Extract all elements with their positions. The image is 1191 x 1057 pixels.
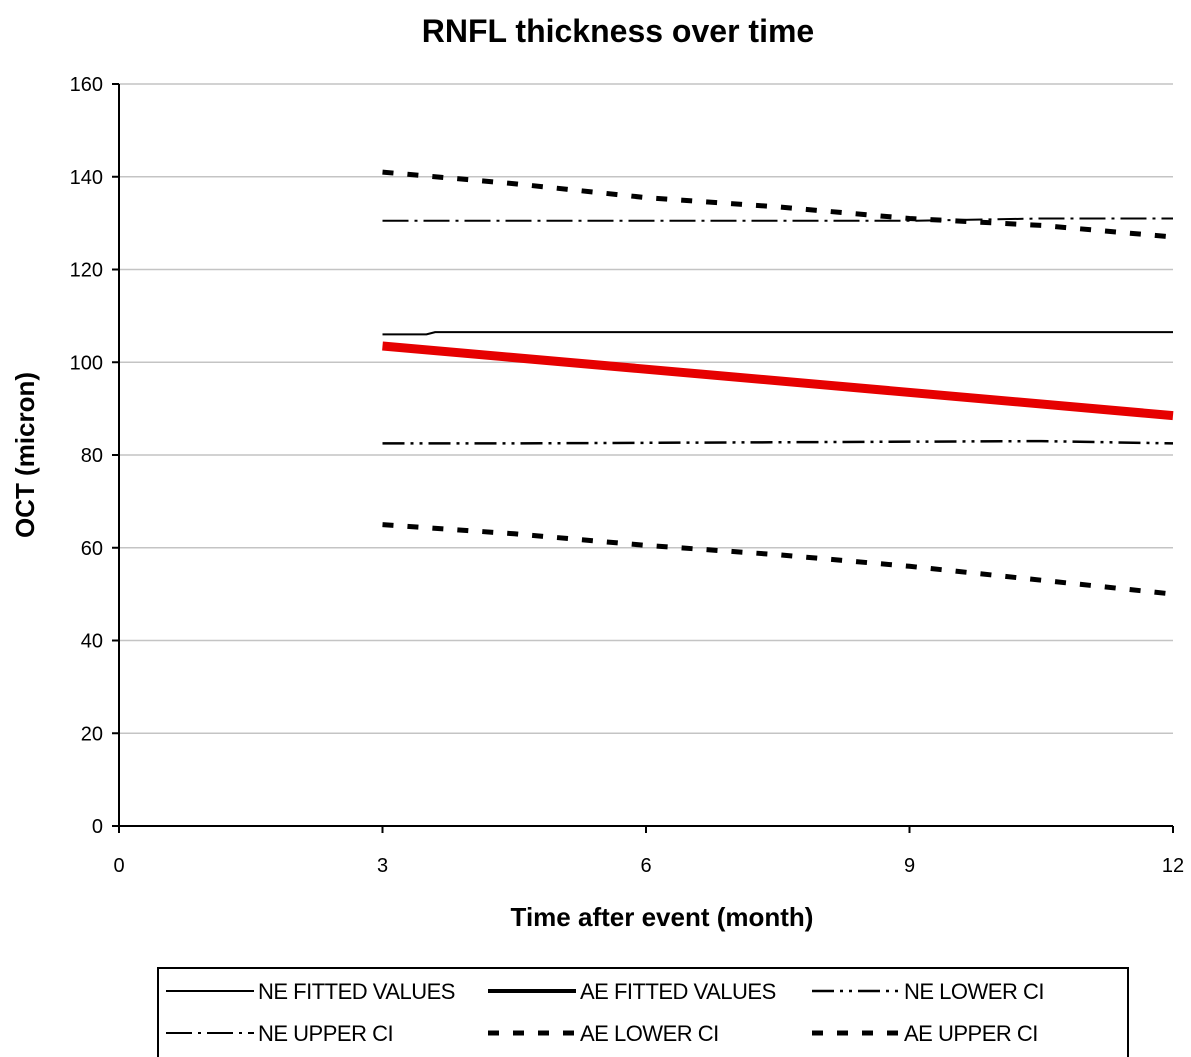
legend: NE FITTED VALUES AE FITTED VALUES NE LOWER…: [157, 967, 1129, 1057]
legend-items: NE FITTED VALUES AE FITTED VALUES NE LOWER…: [166, 979, 1044, 1046]
series-line-4: [382, 522, 1174, 597]
series-line-1: [382, 341, 1174, 421]
y-tick-label: 0: [92, 816, 103, 838]
y-axis-ticks: 0 20 40 60 80 100 120 140 160: [70, 74, 119, 838]
legend-label: NE FITTED VALUES: [258, 979, 455, 1004]
legend-box: [157, 967, 1129, 1057]
series-line-2: [382, 439, 1174, 445]
y-tick-label: 160: [70, 74, 103, 96]
grid-lines: [119, 83, 1173, 734]
x-tick-label: 3: [377, 855, 388, 877]
series-line-3: [382, 217, 1173, 222]
y-tick-label: 80: [81, 445, 103, 467]
x-tick-label: 0: [113, 855, 124, 877]
y-tick-label: 20: [81, 723, 103, 745]
y-tick-label: 100: [70, 352, 103, 374]
series-layer: [382, 169, 1174, 597]
x-tick-label: 12: [1162, 855, 1184, 877]
y-axis-label: OCT (micron): [10, 372, 40, 538]
x-tick-label: 6: [640, 855, 651, 877]
series-line-5: [382, 169, 1174, 240]
legend-label: NE LOWER CI: [904, 979, 1044, 1004]
legend-label: NE UPPER CI: [258, 1021, 393, 1046]
x-tick-label: 9: [904, 855, 915, 877]
y-tick-label: 120: [70, 260, 103, 282]
y-tick-label: 60: [81, 538, 103, 560]
chart-title: RNFL thickness over time: [422, 13, 814, 49]
legend-label: AE UPPER CI: [904, 1021, 1038, 1046]
legend-label: AE LOWER CI: [580, 1021, 719, 1046]
y-tick-label: 140: [70, 167, 103, 189]
x-axis-label: Time after event (month): [511, 902, 814, 932]
x-axis-ticks: 0 3 6 9 12: [113, 826, 1184, 877]
series-line-0: [382, 331, 1173, 336]
legend-label: AE FITTED VALUES: [580, 979, 776, 1004]
y-tick-label: 40: [81, 631, 103, 653]
